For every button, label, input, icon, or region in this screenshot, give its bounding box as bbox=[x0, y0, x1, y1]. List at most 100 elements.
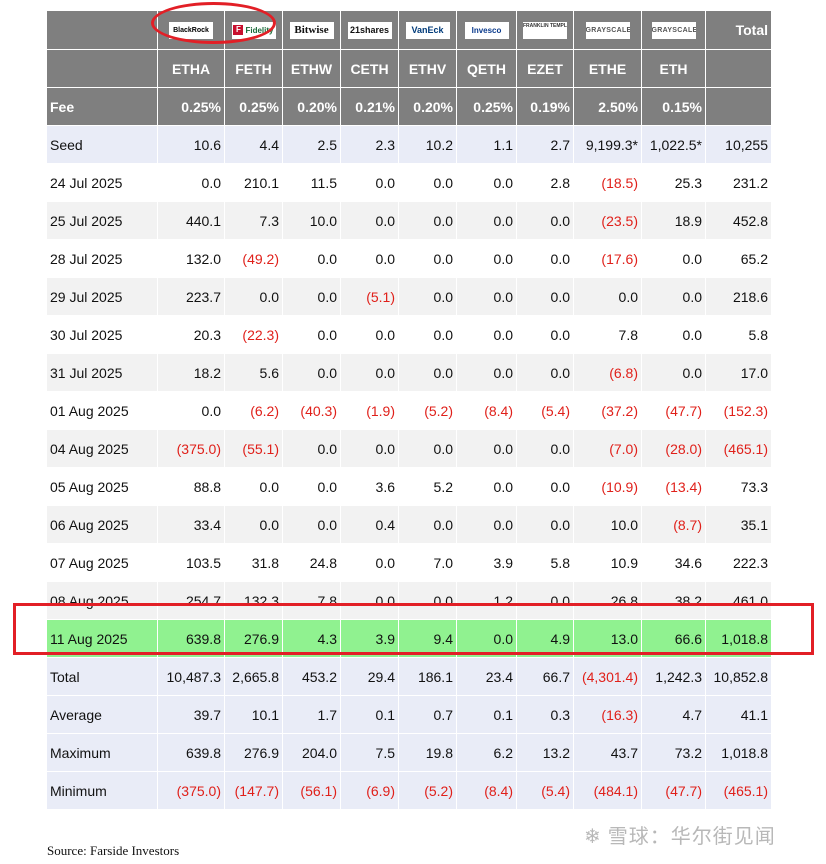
flow-cell: 0.0 bbox=[516, 429, 574, 468]
fidelity-logo: F Fidelity bbox=[231, 21, 276, 39]
flow-cell: 0.0 bbox=[340, 543, 399, 582]
21shares-logo: 21shares bbox=[347, 21, 392, 39]
flow-cell: (5.4) bbox=[516, 391, 574, 430]
flow-cell: (5.4) bbox=[516, 771, 574, 810]
flow-cell: 13.0 bbox=[573, 619, 642, 658]
ticker-etha: ETHA bbox=[157, 49, 225, 88]
flow-cell: 7.5 bbox=[340, 733, 399, 772]
flow-cell: 9,199.3* bbox=[573, 125, 642, 164]
flow-cell: 13.2 bbox=[516, 733, 574, 772]
flow-cell: 18.9 bbox=[641, 201, 706, 240]
flow-cell: 0.0 bbox=[398, 505, 457, 544]
flow-cell: 0.0 bbox=[398, 277, 457, 316]
flow-cell: 0.0 bbox=[340, 353, 399, 392]
total-cell: 10,852.8 bbox=[705, 657, 772, 696]
flow-cell: 31.8 bbox=[224, 543, 283, 582]
flow-cell: (47.7) bbox=[641, 771, 706, 810]
flow-cell: 34.6 bbox=[641, 543, 706, 582]
total-cell: 41.1 bbox=[705, 695, 772, 734]
flow-cell: 6.2 bbox=[456, 733, 517, 772]
flow-cell: 0.0 bbox=[641, 315, 706, 354]
flow-cell: 0.0 bbox=[398, 581, 457, 620]
row-label: 08 Aug 2025 bbox=[46, 581, 158, 620]
ticker-ceth: CETH bbox=[340, 49, 399, 88]
flow-cell: 0.1 bbox=[340, 695, 399, 734]
flow-cell: 5.8 bbox=[516, 543, 574, 582]
flow-cell: 20.3 bbox=[157, 315, 225, 354]
flow-cell: 1,022.5* bbox=[641, 125, 706, 164]
flow-cell: 19.8 bbox=[398, 733, 457, 772]
fee-cell: 0.15% bbox=[641, 87, 706, 126]
summary-row: Average 39.7 10.1 1.7 0.1 0.7 0.1 0.3 (16.3) 4.7 4… bbox=[46, 695, 772, 734]
flow-cell: 1.2 bbox=[456, 581, 517, 620]
flow-cell: 18.2 bbox=[157, 353, 225, 392]
flow-cell: 0.0 bbox=[516, 505, 574, 544]
flow-cell: 276.9 bbox=[224, 733, 283, 772]
flow-cell: 0.0 bbox=[641, 353, 706, 392]
flow-cell: (6.8) bbox=[573, 353, 642, 392]
blackrock-logo: BlackRock bbox=[169, 21, 213, 39]
flow-cell: 0.0 bbox=[456, 277, 517, 316]
flow-cell: 25.3 bbox=[641, 163, 706, 202]
flow-cell: 0.0 bbox=[282, 315, 341, 354]
row-label: 06 Aug 2025 bbox=[46, 505, 158, 544]
flow-cell: 0.0 bbox=[456, 619, 517, 658]
total-cell: 10,255 bbox=[705, 125, 772, 164]
flow-cell: 39.7 bbox=[157, 695, 225, 734]
flow-cell: 103.5 bbox=[157, 543, 225, 582]
flow-cell: 0.0 bbox=[516, 239, 574, 278]
total-cell: 35.1 bbox=[705, 505, 772, 544]
flow-cell: 210.1 bbox=[224, 163, 283, 202]
flow-cell: 0.0 bbox=[340, 429, 399, 468]
flow-cell: 2.5 bbox=[282, 125, 341, 164]
logo-row: BlackRock F Fidelity Bitwise 21shares Van… bbox=[46, 10, 772, 50]
header-corner bbox=[46, 10, 158, 50]
row-label: 25 Jul 2025 bbox=[46, 201, 158, 240]
row-label: 28 Jul 2025 bbox=[46, 239, 158, 278]
flow-cell: 0.7 bbox=[398, 695, 457, 734]
ticker-ethv: ETHV bbox=[398, 49, 457, 88]
flow-cell: 33.4 bbox=[157, 505, 225, 544]
flow-cell: 0.0 bbox=[340, 239, 399, 278]
flow-cell: (16.3) bbox=[573, 695, 642, 734]
flow-cell: (49.2) bbox=[224, 239, 283, 278]
row-label: 24 Jul 2025 bbox=[46, 163, 158, 202]
flow-cell: (5.1) bbox=[340, 277, 399, 316]
table-row: 05 Aug 2025 88.8 0.0 0.0 3.6 5.2 0.0 0.0 (10.9)(… bbox=[46, 467, 772, 506]
flow-cell: 0.0 bbox=[282, 277, 341, 316]
flow-cell: (375.0) bbox=[157, 429, 225, 468]
flow-cell: 0.0 bbox=[398, 163, 457, 202]
table-row: 28 Jul 2025 132.0 (49.2) 0.0 0.0 0.0 0.0 0.0 (17… bbox=[46, 239, 772, 278]
row-label: 11 Aug 2025 bbox=[46, 619, 158, 658]
flow-cell: 2,665.8 bbox=[224, 657, 283, 696]
row-label: Total bbox=[46, 657, 158, 696]
flow-cell: (8.4) bbox=[456, 391, 517, 430]
fee-cell: 0.19% bbox=[516, 87, 574, 126]
total-cell: (152.3) bbox=[705, 391, 772, 430]
row-label: Seed bbox=[46, 125, 158, 164]
flow-cell: 0.0 bbox=[398, 429, 457, 468]
flow-cell: 0.0 bbox=[340, 315, 399, 354]
fee-cell: 2.50% bbox=[573, 87, 642, 126]
flow-cell: 0.0 bbox=[224, 467, 283, 506]
flow-cell: (5.2) bbox=[398, 391, 457, 430]
ticker-ethe: ETHE bbox=[573, 49, 642, 88]
row-label: Minimum bbox=[46, 771, 158, 810]
flow-cell: (47.7) bbox=[641, 391, 706, 430]
flow-cell: 10.0 bbox=[573, 505, 642, 544]
total-cell: (465.1) bbox=[705, 429, 772, 468]
total-cell: 73.3 bbox=[705, 467, 772, 506]
grayscale-logo: GRAYSCALE bbox=[585, 21, 630, 39]
flow-cell: 10.6 bbox=[157, 125, 225, 164]
flow-cell: 1,242.3 bbox=[641, 657, 706, 696]
etf-flows-table: BlackRock F Fidelity Bitwise 21shares Van… bbox=[46, 10, 772, 810]
flow-cell: 9.4 bbox=[398, 619, 457, 658]
snowball-logo-icon: ❄ bbox=[584, 824, 602, 848]
flow-cell: 186.1 bbox=[398, 657, 457, 696]
invesco-logo: Invesco bbox=[464, 21, 509, 39]
flow-cell: (22.3) bbox=[224, 315, 283, 354]
fee-cell: 0.25% bbox=[456, 87, 517, 126]
flow-cell: 7.0 bbox=[398, 543, 457, 582]
flow-cell: 0.0 bbox=[641, 277, 706, 316]
table-row: 01 Aug 2025 0.0 (6.2) (40.3) (1.9) (5.2) (8.4)… bbox=[46, 391, 772, 430]
